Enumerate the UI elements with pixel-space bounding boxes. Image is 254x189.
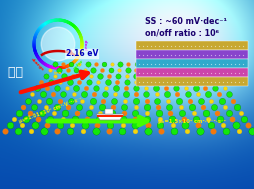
Bar	[136, 59, 248, 68]
Text: SS : ~60 mV·dec⁻¹: SS : ~60 mV·dec⁻¹	[145, 17, 227, 26]
Bar	[136, 41, 248, 50]
Text: on/off ratio : 10⁶: on/off ratio : 10⁶	[145, 29, 219, 38]
Polygon shape	[96, 114, 124, 120]
Circle shape	[41, 27, 75, 61]
Bar	[136, 50, 248, 59]
Text: 👨‍🚀: 👨‍🚀	[8, 66, 23, 79]
Bar	[97, 115, 123, 117]
Bar	[105, 109, 113, 114]
Bar	[136, 77, 248, 86]
Text: nsfer: nsfer	[72, 59, 85, 70]
Bar	[136, 68, 248, 77]
Text: prop: prop	[85, 38, 89, 50]
Text: μₕ=1.01×10² cm²·V⁻¹·s⁻¹: μₕ=1.01×10² cm²·V⁻¹·s⁻¹	[18, 96, 83, 124]
Text: tra: tra	[54, 71, 62, 75]
Text: 2.16 eV: 2.16 eV	[66, 50, 98, 59]
Text: μₑ=1.5×10⁴ cm²·V⁻¹·s⁻¹: μₑ=1.5×10⁴ cm²·V⁻¹·s⁻¹	[158, 119, 226, 123]
Text: charge: charge	[30, 57, 45, 72]
